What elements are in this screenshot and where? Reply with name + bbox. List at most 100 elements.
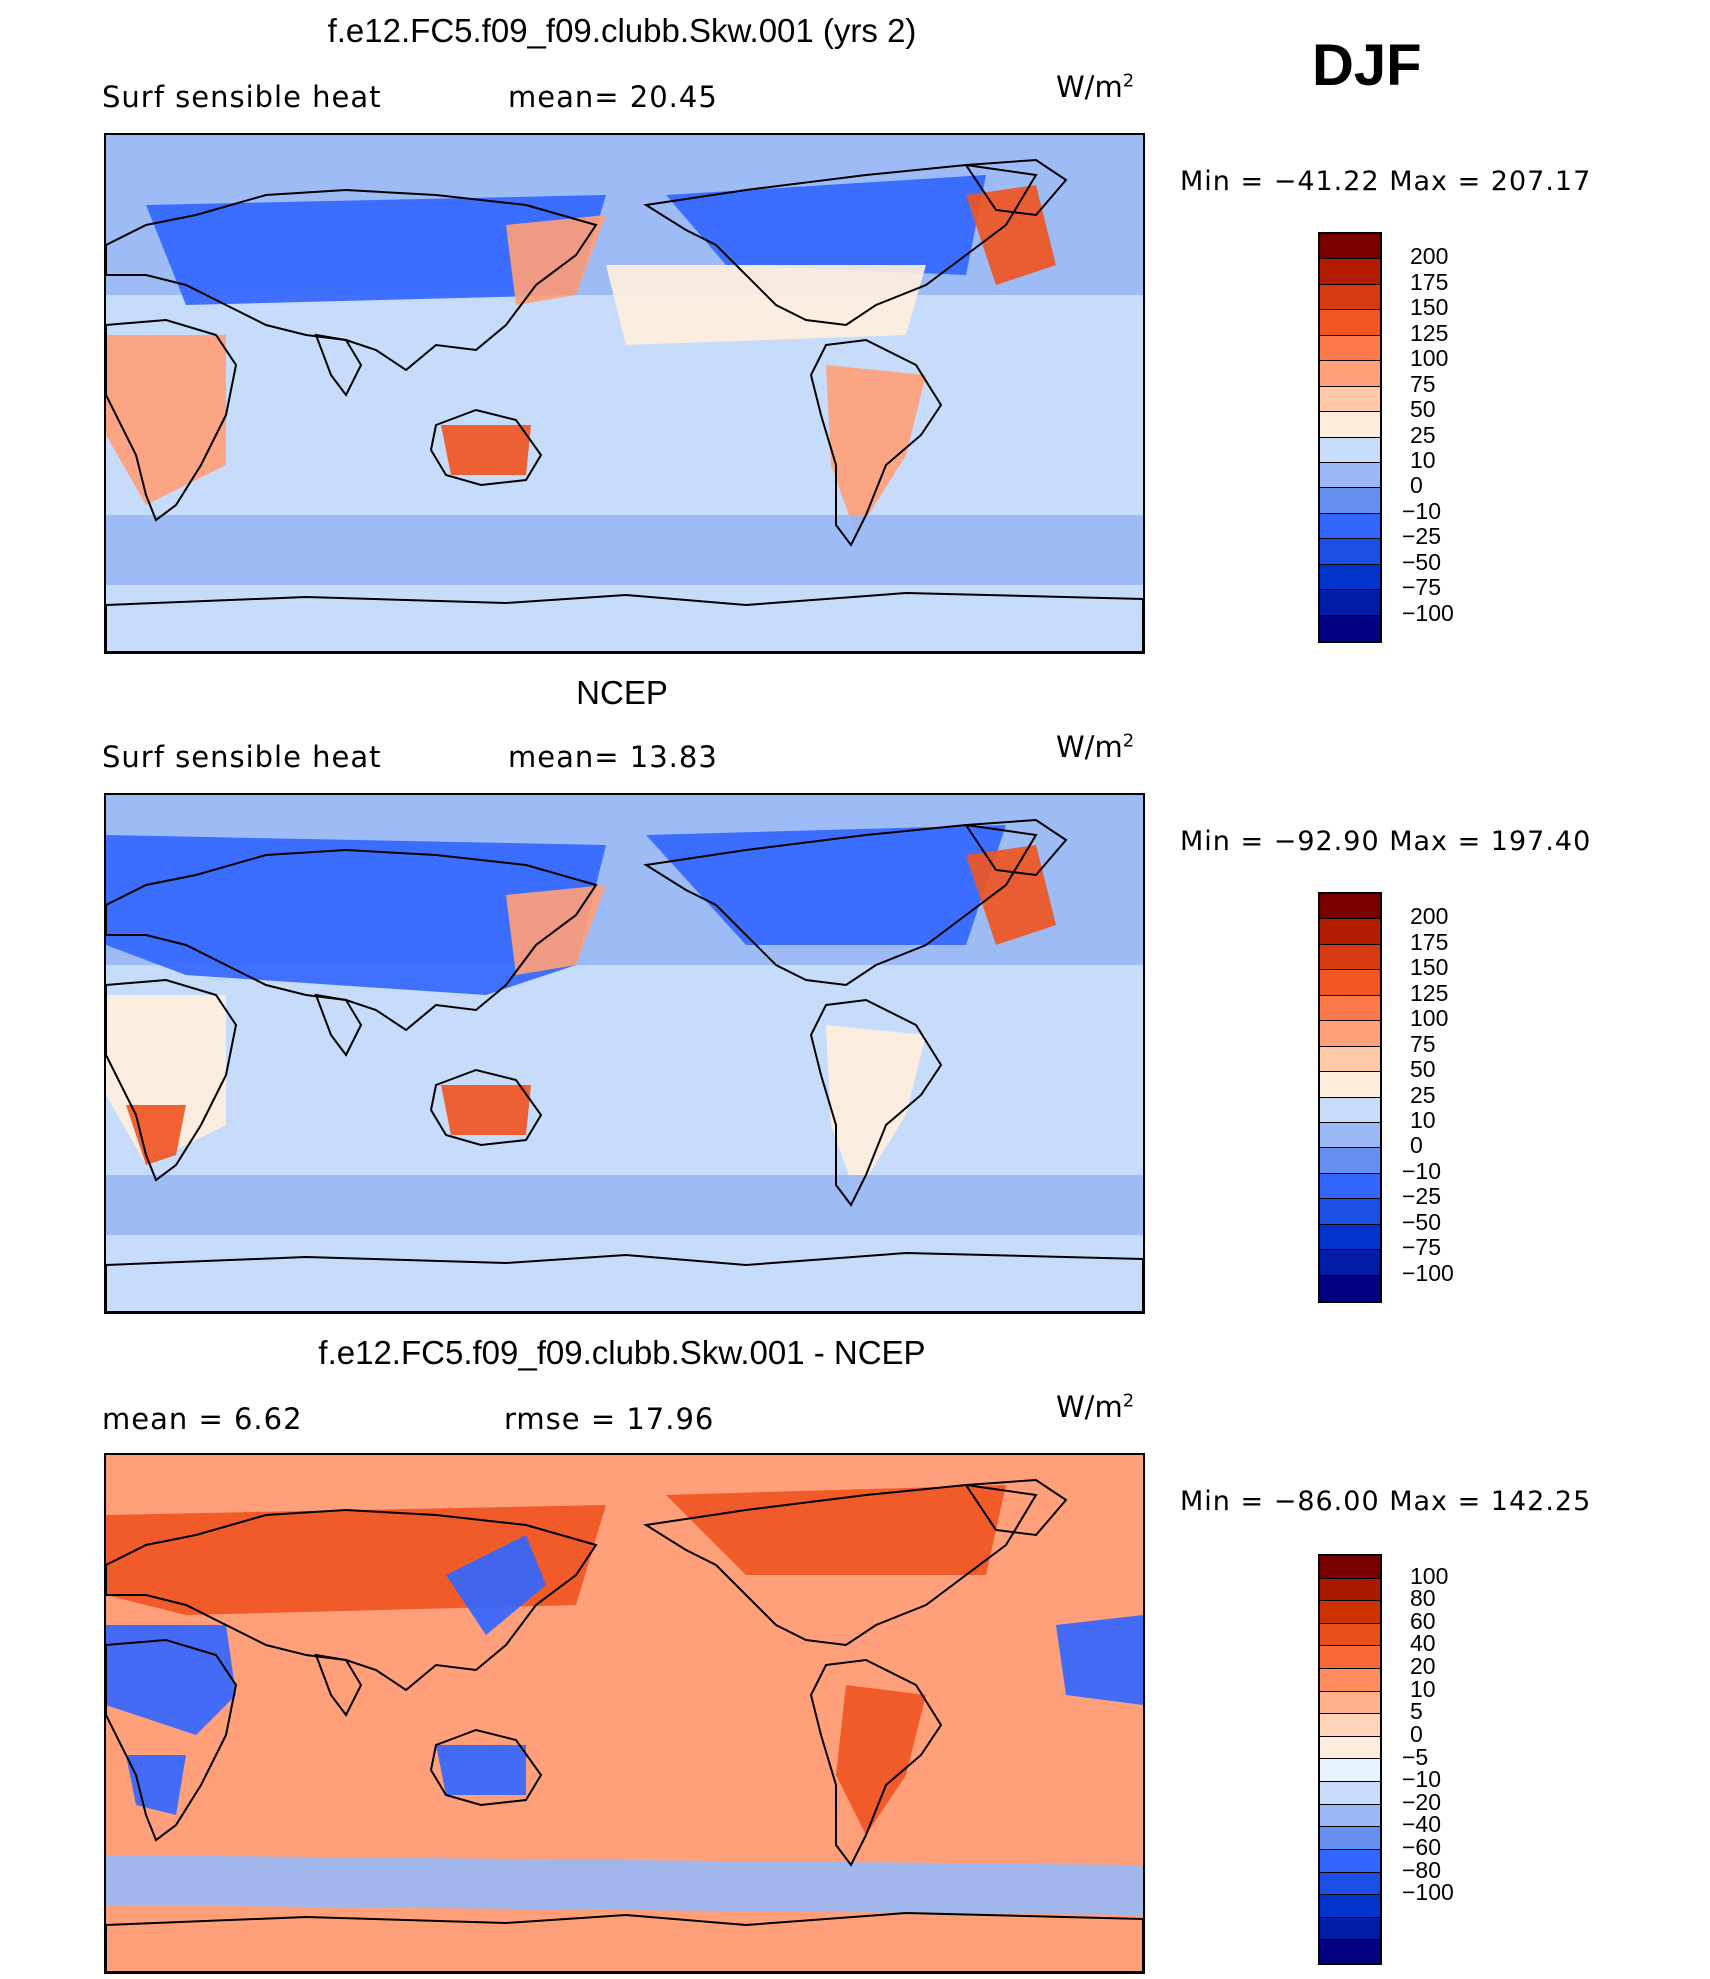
colorbar-swatch <box>1320 1601 1380 1624</box>
colorbar-swatch <box>1320 564 1380 591</box>
southern-africa-hot-region <box>126 1105 186 1165</box>
colorbar-label: 200 <box>1410 243 1449 270</box>
greenland-coastline <box>964 158 1068 217</box>
colorbar-swatch <box>1320 1782 1380 1805</box>
colorbar-swatch <box>1320 1736 1380 1760</box>
colorbar-label: 175 <box>1410 268 1449 295</box>
colorbar-label: 175 <box>1410 928 1449 955</box>
colorbar-swatch <box>1320 1759 1380 1783</box>
panel-1-min-max: Min = −41.22 Max = 207.17 <box>1180 166 1592 197</box>
colorbar-label: 5 <box>1410 1698 1423 1725</box>
colorbar-swatch <box>1320 1804 1380 1828</box>
colorbar-label: 25 <box>1410 421 1436 448</box>
colorbar-label: −5 <box>1402 1743 1429 1770</box>
southern-ocean-band <box>106 1175 1143 1235</box>
panel-3-title: f.e12.FC5.f09_f09.clubb.Skw.001 - NCEP <box>318 1334 926 1371</box>
colorbar-swatch <box>1320 361 1380 387</box>
greenland-coastline <box>964 818 1068 877</box>
colorbar-swatch <box>1320 1275 1380 1301</box>
colorbar-label: −75 <box>1402 574 1442 601</box>
panel-1-title: f.e12.FC5.f09_f09.clubb.Skw.001 (yrs 2) <box>327 12 917 49</box>
panel-2-variable-label: Surf sensible heat <box>102 740 382 774</box>
colorbar-label: 100 <box>1410 345 1449 372</box>
antarctica-coastline <box>106 1251 1143 1312</box>
colorbar-label: 25 <box>1410 1081 1436 1108</box>
samerica-hot-region <box>836 1685 926 1835</box>
australia-coastline <box>429 408 543 487</box>
panel-3-mean-label: mean = 6.62 <box>102 1402 303 1436</box>
eurasia-coastline <box>106 188 598 372</box>
panel-3-min-max: Min = −86.00 Max = 142.25 <box>1180 1486 1592 1517</box>
colorbar-label: 20 <box>1410 1653 1436 1680</box>
colorbar-swatch <box>1320 462 1380 489</box>
india-coastline <box>314 993 363 1057</box>
colorbar-swatch <box>1320 919 1380 945</box>
panel-2-units: W/m2 <box>1056 730 1135 764</box>
colorbar-swatch <box>1320 615 1380 641</box>
panel-1-units: W/m2 <box>1056 70 1135 104</box>
colorbar-label: 0 <box>1410 472 1423 499</box>
colorbar-swatch <box>1320 234 1380 260</box>
colorbar-label: −40 <box>1402 1811 1442 1838</box>
colorbar-swatch <box>1320 1691 1380 1715</box>
colorbar-label: −10 <box>1402 497 1442 524</box>
colorbar-label: −25 <box>1402 1183 1442 1210</box>
colorbar-swatch <box>1320 1122 1380 1149</box>
eurasia-coastline <box>106 1508 598 1692</box>
india-coastline <box>314 333 363 397</box>
colorbar-swatch <box>1320 1021 1380 1047</box>
colorbar-swatch <box>1320 259 1380 285</box>
namerica-cold-region <box>666 175 986 275</box>
samerica-warm-region <box>826 365 926 535</box>
colorbar-swatch <box>1320 1250 1380 1276</box>
colorbar-label: 10 <box>1410 1106 1436 1133</box>
colorbar-label: −100 <box>1402 599 1454 626</box>
colorbar-label: 60 <box>1410 1607 1436 1634</box>
colorbar-label: 150 <box>1410 294 1449 321</box>
colorbar-label: 100 <box>1410 1005 1449 1032</box>
colorbar-swatch <box>1320 1872 1380 1896</box>
colorbar-swatch <box>1320 1224 1380 1251</box>
australia-coastline <box>429 1068 543 1147</box>
gulfstream-warm-region <box>966 185 1056 285</box>
colorbar-swatch <box>1320 1849 1380 1873</box>
antarctica-coastline <box>106 591 1143 652</box>
panel-2-min-max: Min = −92.90 Max = 197.40 <box>1180 826 1592 857</box>
panel-1-mean-label: mean= 20.45 <box>508 80 718 114</box>
colorbar-label: 10 <box>1410 446 1436 473</box>
colorbar-label: 100 <box>1410 1562 1449 1589</box>
colorbar-swatch <box>1320 590 1380 616</box>
colorbar-swatch <box>1320 335 1380 362</box>
colorbar-swatch <box>1320 1940 1380 1963</box>
colorbar-label: −50 <box>1402 1208 1442 1235</box>
season-label: DJF <box>1312 33 1422 98</box>
panel-3-rmse-label: rmse = 17.96 <box>504 1402 715 1436</box>
panel-3-colorbar <box>1318 1554 1382 1965</box>
panel-3-units: W/m2 <box>1056 1390 1135 1424</box>
panel-2-title: NCEP <box>576 674 668 711</box>
colorbar-swatch <box>1320 513 1380 540</box>
eurasia-cold-region <box>146 195 606 305</box>
panel-1-colorbar <box>1318 232 1382 643</box>
colorbar-swatch <box>1320 1046 1380 1073</box>
colorbar-label: 0 <box>1410 1132 1423 1159</box>
colorbar-swatch <box>1320 1173 1380 1200</box>
colorbar-label: 80 <box>1410 1585 1436 1612</box>
namerica-coastline <box>643 823 1038 987</box>
colorbar-swatch <box>1320 284 1380 311</box>
africa-coastline <box>106 318 238 522</box>
colorbar-swatch <box>1320 1669 1380 1692</box>
colorbar-label: 150 <box>1410 954 1449 981</box>
colorbar-swatch <box>1320 970 1380 996</box>
colorbar-swatch <box>1320 944 1380 971</box>
southern-ocean-band <box>106 515 1143 585</box>
africa-coastline <box>106 1638 238 1842</box>
namerica-hot-region <box>666 1485 1006 1575</box>
colorbar-swatch <box>1320 1917 1380 1941</box>
colorbar-label: 75 <box>1410 370 1436 397</box>
colorbar-swatch <box>1320 1827 1380 1850</box>
panel-2-mean-label: mean= 13.83 <box>508 740 718 774</box>
samerica-coastline <box>809 1658 943 1867</box>
kuroshio-warm-region <box>506 215 606 305</box>
colorbar-swatch <box>1320 1578 1380 1602</box>
